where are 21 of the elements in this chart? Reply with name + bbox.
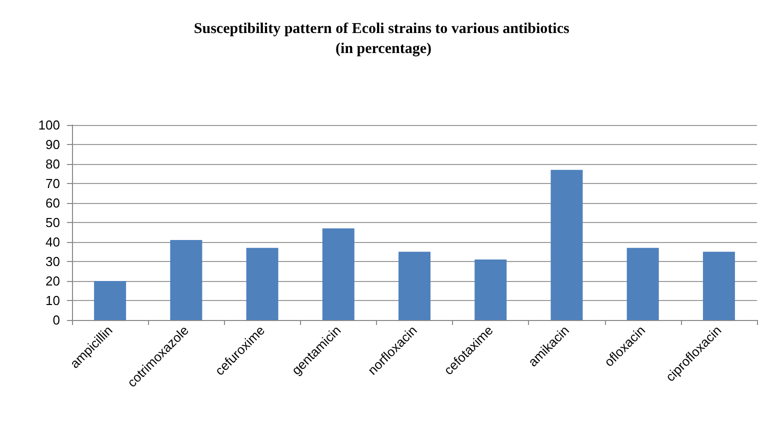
y-tick-label: 20 — [46, 274, 60, 288]
y-tick-label: 50 — [46, 215, 60, 230]
y-tick-label: 40 — [46, 234, 60, 250]
y-tick-label: 100 — [38, 118, 60, 132]
y-tick-label: 10 — [46, 293, 60, 308]
y-tick-label: 60 — [46, 196, 60, 210]
chart-title: Susceptibility pattern of Ecoli strains to various antibiotics (in percentage) — [194, 21, 574, 57]
bar — [550, 170, 583, 320]
y-tick-label: 30 — [46, 254, 60, 269]
bar — [170, 240, 202, 320]
y-tick-label: 70 — [46, 176, 60, 191]
y-tick-label: 90 — [46, 137, 60, 152]
bar — [322, 228, 354, 320]
bar — [702, 252, 735, 320]
bar — [246, 248, 278, 320]
bar — [626, 248, 659, 320]
bar — [94, 281, 126, 320]
y-tick-label: 80 — [46, 156, 60, 172]
y-tick-label: 0 — [52, 312, 60, 328]
bar — [474, 260, 507, 320]
bar — [398, 252, 430, 320]
